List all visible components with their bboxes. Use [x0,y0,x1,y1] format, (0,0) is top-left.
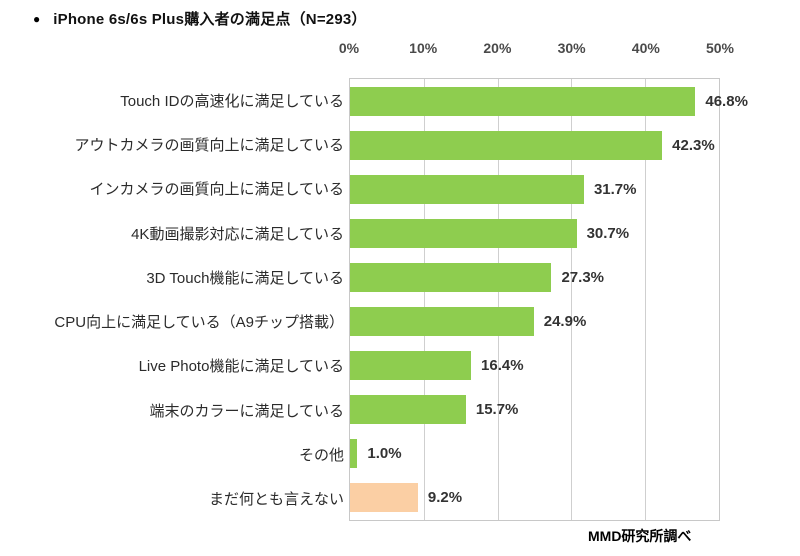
value-label: 16.4% [481,357,524,375]
bar [350,86,696,116]
bar-row: 30.7% [350,211,719,255]
bar [350,483,418,513]
x-axis-tick: 0% [338,40,360,56]
bullet-icon: ● [33,11,41,26]
gridline [571,79,573,520]
bar-row: 1.0% [350,432,719,476]
bar-row: 42.3% [350,123,719,167]
value-label: 30.7% [586,224,630,242]
bar-rows: 46.8% 42.3% 31.7% 30.7% 27.3% 24.9% 16.4% 15.7%… [350,79,748,520]
value-label: 9.2% [427,489,463,507]
bar [350,439,358,469]
value-label: 46.8% [705,92,748,110]
value-label: 27.3% [561,268,605,286]
category-label: CPU向上に満足している（A9チップ搭載） [54,314,344,332]
value-label: 42.3% [672,136,715,154]
x-axis-tick: 50% [705,40,735,56]
category-label: アウトカメラの画質向上に満足している [74,136,344,154]
category-label: まだ何とも言えない [208,491,344,509]
bar-row: 46.8% [350,79,748,123]
bar [350,174,584,204]
gridline [497,79,499,520]
category-labels: Touch IDの高速化に満足しているアウトカメラの画質向上に満足しているインカ… [0,78,344,521]
bar [350,351,472,381]
page-title: iPhone 6s/6s Plus購入者の満足点（N=293） [53,11,367,28]
plot-area: 46.8% 42.3% 31.7% 30.7% 27.3% 24.9% 16.4% 15.7%… [349,78,748,521]
category-label: Live Photo機能に満足している [138,358,344,376]
bar-row: 15.7% [350,388,719,432]
category-label: 3D Touch機能に満足している [146,269,344,287]
x-axis-tick: 20% [483,40,512,56]
bar [350,262,552,292]
bar [350,307,534,337]
gridline [645,79,647,520]
bar-row: 31.7% [350,167,719,211]
gridline [423,79,425,520]
chart-title-row: ● iPhone 6s/6s Plus購入者の満足点（N=293） [33,8,367,29]
bar-row: 27.3% [350,255,719,299]
x-axis: 0% 10% 20% 30% 40% 50% [339,40,734,58]
category-label: その他 [298,447,344,465]
value-label: 15.7% [475,401,519,419]
bar [350,218,577,248]
x-axis-tick: 40% [631,40,660,56]
value-label: 1.0% [367,445,402,463]
category-label: 端末のカラーに満足している [149,402,344,420]
x-axis-tick: 30% [557,40,586,56]
value-label: 24.9% [543,313,587,331]
value-label: 31.7% [593,180,637,198]
bar [350,130,663,160]
bar [350,395,466,425]
bar-row: 9.2% [350,476,719,520]
source-note: MMD研究所調べ [588,528,692,544]
category-label: インカメラの画質向上に満足している [89,181,344,199]
category-label: 4K動画撮影対応に満足している [131,225,344,243]
category-label: Touch IDの高速化に満足している [120,92,344,110]
x-axis-tick: 10% [409,40,438,56]
bar-row: 24.9% [350,299,719,343]
bar-row: 16.4% [350,344,719,388]
